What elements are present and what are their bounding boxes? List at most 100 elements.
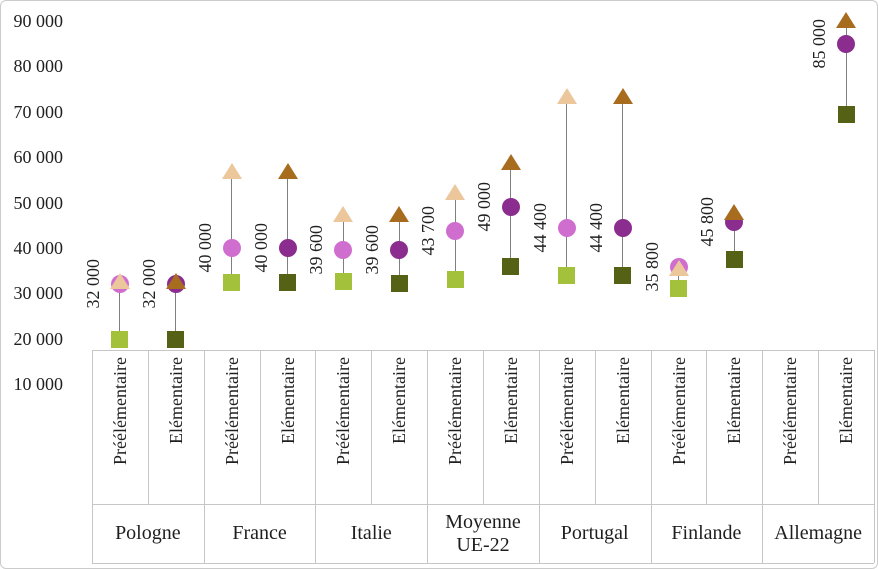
circle-marker (334, 240, 353, 259)
data-label: 40 000 (250, 222, 271, 273)
data-label: 32 000 (82, 259, 103, 309)
category-cell-border (147, 350, 149, 504)
circle-marker (557, 218, 576, 237)
country-cell-border (874, 504, 875, 563)
hilo-line (566, 95, 568, 276)
triangle-marker (836, 11, 857, 28)
country-label: Italie (350, 522, 392, 544)
country-cell-border (427, 504, 429, 563)
triangle-marker (277, 162, 298, 179)
hilo-line (678, 267, 679, 289)
data-label: 45 800 (697, 196, 718, 247)
hilo-line (231, 170, 233, 283)
triangle-marker (165, 273, 186, 290)
hilo-line (119, 281, 121, 340)
hilo-line (733, 212, 735, 260)
category-cell-border (538, 350, 540, 504)
country-label: Allemagne (774, 522, 862, 544)
data-label: 49 000 (473, 182, 494, 232)
category-cell-border (650, 350, 652, 504)
country-label: Finlande (671, 522, 742, 544)
circle-marker (613, 218, 632, 237)
circle-marker (390, 240, 409, 259)
square-marker (111, 331, 129, 349)
category-cell-border (483, 350, 484, 504)
category-label: Préélémentaire (445, 357, 466, 465)
country-cell-border (315, 504, 317, 563)
category-label: Elémentaire (277, 357, 298, 444)
y-axis-tick-label: 10 000 (13, 374, 64, 394)
country-cell-border (650, 504, 652, 563)
y-axis-tick-label: 50 000 (13, 192, 64, 213)
table-bottom-border (92, 563, 874, 564)
category-cell-border (874, 350, 875, 504)
data-label: 32 000 (138, 259, 159, 309)
category-label: Préélémentaire (109, 357, 130, 465)
y-axis-tick-label: 30 000 (13, 283, 64, 304)
y-axis-tick-label: 40 000 (13, 237, 64, 258)
country-row-divider (92, 504, 874, 505)
hilo-line (287, 170, 288, 283)
data-label: 39 600 (362, 224, 383, 275)
triangle-marker (109, 273, 130, 290)
square-marker (167, 331, 185, 349)
square-marker (279, 274, 296, 292)
triangle-marker (445, 183, 466, 200)
country-cell-border (538, 504, 540, 563)
circle-marker (278, 238, 297, 257)
y-axis-tick-label: 90 000 (13, 11, 64, 31)
triangle-marker (668, 259, 689, 276)
category-label: Elémentaire (612, 357, 633, 444)
circle-marker (446, 222, 465, 241)
hilo-line (622, 95, 624, 276)
category-cell-border (762, 350, 764, 504)
triangle-marker (556, 87, 577, 104)
data-label: 40 000 (194, 222, 215, 273)
category-label: Préélémentaire (556, 357, 577, 465)
category-cell-border (818, 350, 820, 504)
data-label: 35 800 (641, 241, 662, 292)
category-label: Préélémentaire (668, 357, 689, 465)
category-cell-border (371, 350, 373, 504)
data-label: 85 000 (809, 18, 830, 69)
triangle-marker (724, 204, 745, 221)
triangle-marker (389, 205, 410, 222)
data-label: 44 400 (529, 202, 550, 253)
hilo-line (175, 281, 177, 340)
square-marker (670, 280, 687, 298)
category-cell-border (594, 350, 596, 504)
square-marker (502, 257, 520, 275)
country-label: Pologne (115, 522, 181, 544)
y-axis-tick-label: 70 000 (13, 101, 64, 122)
category-cell-border (427, 350, 429, 504)
circle-marker (501, 198, 520, 217)
category-cell-border (706, 350, 708, 504)
category-label: Elémentaire (165, 357, 186, 444)
country-cell-border (762, 504, 764, 563)
country-label: Moyenne UE-22 (445, 510, 521, 556)
category-label: Elémentaire (836, 357, 857, 444)
square-marker (837, 105, 855, 123)
y-axis-tick-label: 60 000 (13, 147, 64, 168)
y-axis-tick-label: 80 000 (13, 56, 64, 77)
square-marker (614, 266, 632, 284)
data-label: 39 600 (306, 224, 327, 275)
data-label: 44 400 (585, 202, 606, 253)
circle-marker (222, 238, 241, 257)
category-cell-border (259, 350, 261, 504)
square-marker (558, 266, 576, 284)
hilo-line (845, 19, 847, 115)
category-label: Elémentaire (500, 357, 521, 444)
square-marker (725, 251, 743, 269)
category-label: Préélémentaire (780, 357, 801, 465)
country-cell-border (203, 504, 205, 563)
category-cell-border (92, 350, 93, 504)
category-label: Préélémentaire (221, 357, 242, 465)
category-label: Elémentaire (724, 357, 745, 444)
data-label: 43 700 (418, 206, 439, 256)
country-label: Portugal (560, 522, 629, 544)
category-label: Elémentaire (389, 357, 410, 444)
triangle-marker (333, 205, 354, 222)
country-label: France (232, 522, 287, 544)
